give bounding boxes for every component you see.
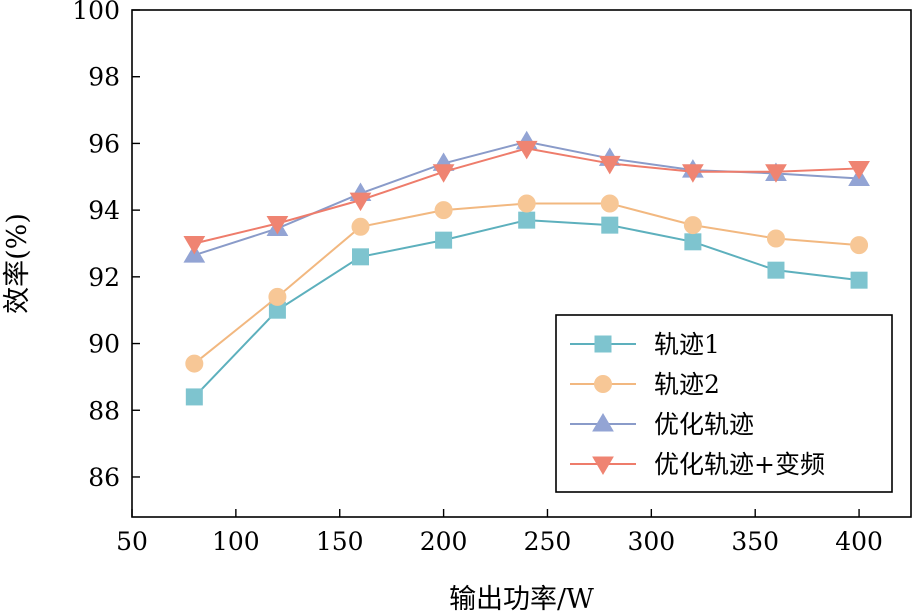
legend-marker (594, 375, 612, 393)
data-point (185, 354, 204, 373)
legend-item: 优化轨迹+变频 (570, 450, 825, 479)
series-1 (185, 211, 868, 406)
data-point (434, 201, 453, 220)
legend-label: 优化轨迹 (654, 410, 754, 439)
legend-item: 优化轨迹 (570, 410, 754, 439)
data-point (684, 233, 702, 251)
y-axis-title: 效率(%) (2, 213, 33, 314)
data-point (435, 231, 453, 249)
legend-item: 轨迹1 (570, 330, 720, 359)
plot-frame (131, 9, 912, 518)
data-point (848, 160, 870, 180)
data-point (766, 229, 785, 248)
x-axis-title: 输出功率/W (449, 584, 594, 615)
legend-label: 轨迹1 (654, 330, 720, 359)
y-tick-label: 86 (88, 463, 120, 492)
legend-marker (594, 335, 612, 353)
data-point (598, 155, 621, 175)
y-tick-label: 88 (88, 396, 120, 425)
plot-area (131, 9, 912, 518)
x-tick-label: 100 (212, 527, 260, 556)
y-tick-label: 90 (88, 330, 120, 359)
data-point (850, 236, 869, 255)
data-point (266, 215, 289, 235)
data-point (682, 164, 704, 183)
y-tick-label: 96 (88, 129, 120, 158)
legend-item: 轨迹2 (570, 370, 720, 399)
x-tick-label: 400 (835, 527, 883, 556)
x-tick-label: 250 (524, 527, 572, 556)
y-tick-label: 92 (88, 263, 120, 292)
x-tick-label: 150 (316, 527, 364, 556)
data-point (352, 248, 370, 266)
legend-marker (592, 413, 614, 432)
data-point (765, 164, 787, 183)
data-point (515, 140, 538, 160)
legend-label: 优化轨迹+变频 (654, 450, 825, 479)
x-tick-label: 50 (116, 527, 148, 556)
data-point (601, 216, 619, 234)
data-point (183, 235, 206, 255)
y-tick-label: 100 (72, 0, 120, 25)
x-tick-label: 350 (731, 527, 779, 556)
legend-label: 轨迹2 (654, 370, 720, 399)
data-point (767, 261, 785, 279)
data-point (432, 164, 455, 183)
axes: 50 100 150 200 250 300 350 400 86 88 90 92 94 96 98 100 (72, 0, 883, 556)
series-group (183, 130, 870, 406)
data-point (185, 388, 203, 406)
series-2 (185, 194, 869, 373)
x-tick-label: 200 (420, 527, 468, 556)
data-point (683, 216, 702, 235)
data-point (850, 271, 868, 289)
legend-marker (592, 456, 614, 475)
x-tick-label: 300 (627, 527, 675, 556)
data-point (351, 217, 370, 236)
data-point (600, 194, 619, 213)
y-tick-label: 98 (88, 63, 120, 92)
data-point (517, 194, 536, 213)
data-point (349, 192, 372, 212)
data-point (518, 211, 536, 229)
y-tick-label: 94 (88, 196, 120, 225)
data-point (268, 287, 287, 306)
series-4 (183, 140, 870, 255)
